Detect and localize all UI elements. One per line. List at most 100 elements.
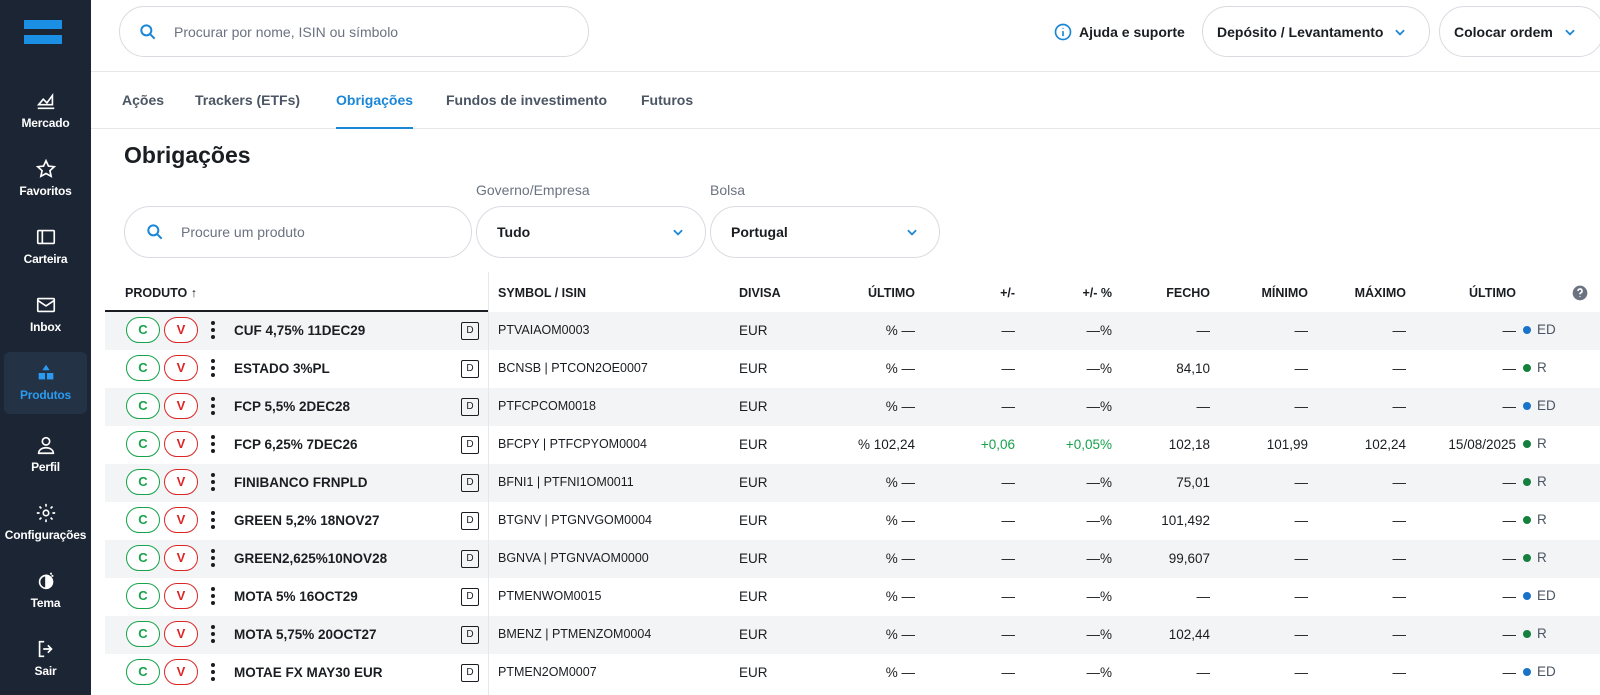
document-badge-icon[interactable]: D xyxy=(461,664,479,682)
tab-trackers[interactable]: Trackers (ETFs) xyxy=(195,92,301,108)
table-row[interactable]: C V CUF 4,75% 11DEC29 D PTVAIAOM0003 EUR % — — —… xyxy=(105,312,1600,350)
more-options-icon[interactable] xyxy=(209,473,217,493)
document-badge-icon[interactable]: D xyxy=(461,588,479,606)
sell-button[interactable]: V xyxy=(164,659,198,685)
product-search-input[interactable] xyxy=(181,224,461,240)
sidebar-item-favoritos[interactable]: Favoritos xyxy=(0,148,91,210)
sidebar-item-label: Sair xyxy=(34,664,57,678)
tab-fundos[interactable]: Fundos de investimento xyxy=(446,92,608,108)
sell-button[interactable]: V xyxy=(164,317,198,343)
deposit-withdraw-button[interactable]: Depósito / Levantamento xyxy=(1202,6,1430,57)
buy-button[interactable]: C xyxy=(126,469,160,495)
product-name[interactable]: FCP 5,5% 2DEC28 xyxy=(234,399,351,414)
col-ultimo-header[interactable]: ÚLTIMO xyxy=(868,286,915,300)
place-order-button[interactable]: Colocar ordem xyxy=(1439,6,1600,57)
product-name[interactable]: GREEN2,625%10NOV28 xyxy=(234,551,388,566)
col-change-pct-header[interactable]: +/- % xyxy=(1082,286,1112,300)
document-badge-icon[interactable]: D xyxy=(461,360,479,378)
more-options-icon[interactable] xyxy=(209,359,217,379)
global-search[interactable] xyxy=(119,6,589,57)
col-ultimo-date-header[interactable]: ÚLTIMO xyxy=(1469,286,1516,300)
buy-button[interactable]: C xyxy=(126,507,160,533)
help-circle-icon[interactable] xyxy=(1572,285,1588,301)
tab-futuros[interactable]: Futuros xyxy=(641,92,694,108)
sidebar-item-carteira[interactable]: Carteira xyxy=(0,216,91,278)
col-minimo-header[interactable]: MÍNIMO xyxy=(1261,286,1308,300)
gov-select[interactable]: Tudo xyxy=(476,206,706,258)
col-maximo-header[interactable]: MÁXIMO xyxy=(1354,286,1406,300)
sidebar-item-perfil[interactable]: Perfil xyxy=(0,424,91,486)
cell-symbol: BGNVA | PTGNVAOM0000 xyxy=(498,551,649,565)
table-row[interactable]: C V MOTA 5% 16OCT29 D PTMENWOM0015 EUR % — — —% —… xyxy=(105,578,1600,616)
document-badge-icon[interactable]: D xyxy=(461,322,479,340)
product-name[interactable]: GREEN 5,2% 18NOV27 xyxy=(234,513,380,528)
col-change-header[interactable]: +/- xyxy=(1000,286,1015,300)
buy-button[interactable]: C xyxy=(126,431,160,457)
more-options-icon[interactable] xyxy=(209,435,217,455)
sell-button[interactable]: V xyxy=(164,507,198,533)
tab-acoes[interactable]: Ações xyxy=(122,92,165,108)
sell-button[interactable]: V xyxy=(164,583,198,609)
document-badge-icon[interactable]: D xyxy=(461,550,479,568)
sidebar-item-tema[interactable]: Tema xyxy=(0,560,91,622)
buy-button[interactable]: C xyxy=(126,621,160,647)
product-name[interactable]: ESTADO 3%PL xyxy=(234,361,330,376)
table-row[interactable]: C V GREEN2,625%10NOV28 D BGNVA | PTGNVAOM000… xyxy=(105,540,1600,578)
more-options-icon[interactable] xyxy=(209,663,217,683)
col-divisa-header[interactable]: DIVISA xyxy=(739,286,781,300)
table-row[interactable]: C V MOTAE FX MAY30 EUR D PTMEN2OM0007 EUR % — —… xyxy=(105,654,1600,692)
logo[interactable] xyxy=(24,20,62,44)
more-options-icon[interactable] xyxy=(209,587,217,607)
more-options-icon[interactable] xyxy=(209,549,217,569)
buy-button[interactable]: C xyxy=(126,659,160,685)
document-badge-icon[interactable]: D xyxy=(461,398,479,416)
more-options-icon[interactable] xyxy=(209,511,217,531)
status-badge: R xyxy=(1523,360,1547,375)
col-symbol-header[interactable]: SYMBOL / ISIN xyxy=(498,286,586,300)
help-link[interactable]: Ajuda e suporte xyxy=(1053,20,1185,44)
sidebar-item-inbox[interactable]: Inbox xyxy=(0,284,91,346)
table-row[interactable]: C V FINIBANCO FRNPLD D BFNI1 | PTFNI1OM0011 E… xyxy=(105,464,1600,502)
product-name[interactable]: MOTA 5% 16OCT29 xyxy=(234,589,358,604)
table-row[interactable]: C V GREEN 5,2% 18NOV27 D BTGNV | PTGNVGOM000… xyxy=(105,502,1600,540)
buy-button[interactable]: C xyxy=(126,583,160,609)
bolsa-select[interactable]: Portugal xyxy=(710,206,940,258)
table-row[interactable]: C V FCP 5,5% 2DEC28 D PTFCPCOM0018 EUR % — — —% —… xyxy=(105,388,1600,426)
product-name[interactable]: CUF 4,75% 11DEC29 xyxy=(234,323,366,338)
more-options-icon[interactable] xyxy=(209,321,217,341)
sidebar-item-produtos[interactable]: Produtos xyxy=(4,352,87,414)
sidebar-item-mercado[interactable]: Mercado xyxy=(0,80,91,142)
sell-button[interactable]: V xyxy=(164,621,198,647)
product-search[interactable] xyxy=(124,206,472,258)
table-row[interactable]: C V ESTADO 3%PL D BCNSB | PTCON2OE0007 EUR % —… xyxy=(105,350,1600,388)
col-produto-header[interactable]: PRODUTO ↑ xyxy=(125,286,197,300)
global-search-input[interactable] xyxy=(174,23,554,40)
sell-button[interactable]: V xyxy=(164,393,198,419)
cell-min: — xyxy=(1294,551,1309,566)
sell-button[interactable]: V xyxy=(164,469,198,495)
product-name[interactable]: MOTA 5,75% 20OCT27 xyxy=(234,627,377,642)
sell-button[interactable]: V xyxy=(164,545,198,571)
document-badge-icon[interactable]: D xyxy=(461,474,479,492)
col-fecho-header[interactable]: FECHO xyxy=(1166,286,1210,300)
product-name[interactable]: MOTAE FX MAY30 EUR xyxy=(234,665,383,680)
buy-button[interactable]: C xyxy=(126,355,160,381)
product-name[interactable]: FCP 6,25% 7DEC26 xyxy=(234,437,358,452)
sidebar-item-sair[interactable]: Sair xyxy=(0,628,91,690)
document-badge-icon[interactable]: D xyxy=(461,626,479,644)
buy-button[interactable]: C xyxy=(126,545,160,571)
table-row[interactable]: C V FCP 6,25% 7DEC26 D BFCPY | PTFCPYOM0004 E… xyxy=(105,426,1600,464)
table-row[interactable]: C V MOTA 5,75% 20OCT27 D BMENZ | PTMENZOM000… xyxy=(105,616,1600,654)
buy-button[interactable]: C xyxy=(126,393,160,419)
more-options-icon[interactable] xyxy=(209,625,217,645)
sidebar-item-configuracoes[interactable]: Configurações xyxy=(0,492,91,554)
tab-obrigacoes[interactable]: Obrigações xyxy=(336,92,414,129)
cell-symbol: BFNI1 | PTFNI1OM0011 xyxy=(498,475,634,489)
product-name[interactable]: FINIBANCO FRNPLD xyxy=(234,475,368,490)
document-badge-icon[interactable]: D xyxy=(461,436,479,454)
document-badge-icon[interactable]: D xyxy=(461,512,479,530)
more-options-icon[interactable] xyxy=(209,397,217,417)
sell-button[interactable]: V xyxy=(164,355,198,381)
sell-button[interactable]: V xyxy=(164,431,198,457)
buy-button[interactable]: C xyxy=(126,317,160,343)
